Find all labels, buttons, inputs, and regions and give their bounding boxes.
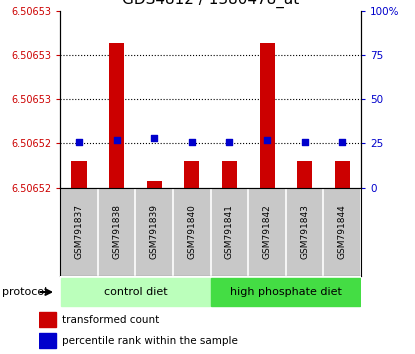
Text: GSM791838: GSM791838: [112, 204, 121, 259]
Bar: [71, 161, 86, 188]
Text: GSM791841: GSM791841: [225, 204, 234, 259]
Text: GSM791837: GSM791837: [74, 204, 83, 259]
Bar: [146, 181, 162, 188]
Bar: [109, 44, 124, 188]
Point: [76, 139, 82, 144]
Point: [301, 139, 308, 144]
Bar: [222, 161, 237, 188]
FancyBboxPatch shape: [61, 278, 210, 306]
Text: GSM791844: GSM791844: [338, 205, 347, 259]
Bar: [184, 161, 199, 188]
Text: GSM791840: GSM791840: [187, 204, 196, 259]
Bar: [39, 333, 56, 348]
Text: GSM791839: GSM791839: [150, 204, 159, 259]
Point: [226, 139, 233, 144]
Text: GSM791843: GSM791843: [300, 204, 309, 259]
Bar: [259, 44, 275, 188]
FancyBboxPatch shape: [211, 278, 360, 306]
Text: percentile rank within the sample: percentile rank within the sample: [62, 336, 238, 346]
Text: high phosphate diet: high phosphate diet: [230, 287, 342, 297]
Point: [339, 139, 346, 144]
Point: [188, 139, 195, 144]
Text: control diet: control diet: [104, 287, 167, 297]
Point: [264, 137, 270, 143]
Text: protocol: protocol: [2, 287, 47, 297]
Bar: [297, 161, 312, 188]
Title: GDS4812 / 1380478_at: GDS4812 / 1380478_at: [122, 0, 299, 8]
Point: [113, 137, 120, 143]
Point: [151, 135, 158, 141]
Text: transformed count: transformed count: [62, 315, 159, 325]
Bar: [39, 312, 56, 327]
Text: GSM791842: GSM791842: [263, 205, 271, 259]
Bar: [335, 161, 350, 188]
